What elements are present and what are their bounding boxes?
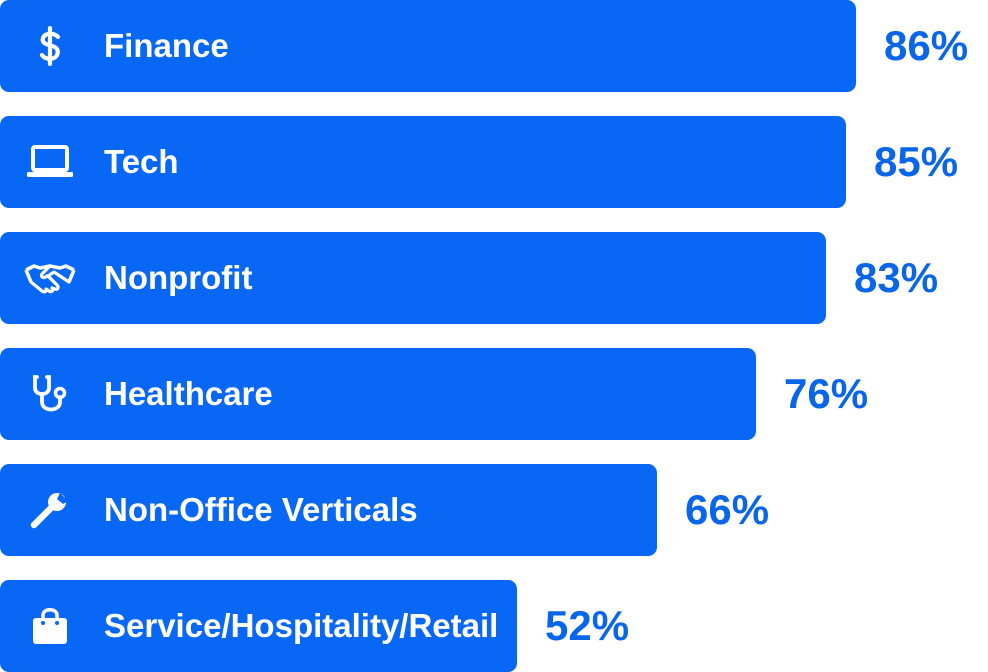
bar-label: Healthcare xyxy=(104,375,273,412)
bar-row-nonprofit: Nonprofit 83% xyxy=(0,232,988,324)
bar-healthcare: Healthcare xyxy=(0,348,756,440)
bar-row-tech: Tech 85% xyxy=(0,116,988,208)
bar-label: Tech xyxy=(104,143,179,180)
wrench-icon xyxy=(22,490,78,530)
value-label: 52% xyxy=(545,602,630,649)
value-label: 66% xyxy=(685,486,770,533)
bar-finance: Finance xyxy=(0,0,856,92)
bar-non-office-verticals: Non-Office Verticals xyxy=(0,464,657,556)
bar-row-finance: Finance 86% xyxy=(0,0,988,92)
bar-label: Service/Hospitality/Retail xyxy=(104,607,499,644)
bar-row-non-office-verticals: Non-Office Verticals 66% xyxy=(0,464,988,556)
bar-row-healthcare: Healthcare 76% xyxy=(0,348,988,440)
value-label: 76% xyxy=(784,370,869,417)
bar-nonprofit: Nonprofit xyxy=(0,232,826,324)
value-label: 86% xyxy=(884,22,969,69)
handshake-icon xyxy=(22,258,78,298)
shopping-bag-icon xyxy=(22,606,78,646)
stethoscope-icon xyxy=(22,374,78,414)
bar-tech: Tech xyxy=(0,116,846,208)
laptop-icon xyxy=(22,142,78,182)
bar-row-service-hospitality-retail: Service/Hospitality/Retail 52% xyxy=(0,580,988,672)
dollar-icon xyxy=(22,26,78,66)
bar-service-hospitality-retail: Service/Hospitality/Retail xyxy=(0,580,517,672)
bar-label: Non-Office Verticals xyxy=(104,491,418,528)
value-label: 85% xyxy=(874,138,959,185)
value-label: 83% xyxy=(854,254,939,301)
bar-label: Nonprofit xyxy=(104,259,253,296)
bar-label: Finance xyxy=(104,27,229,64)
